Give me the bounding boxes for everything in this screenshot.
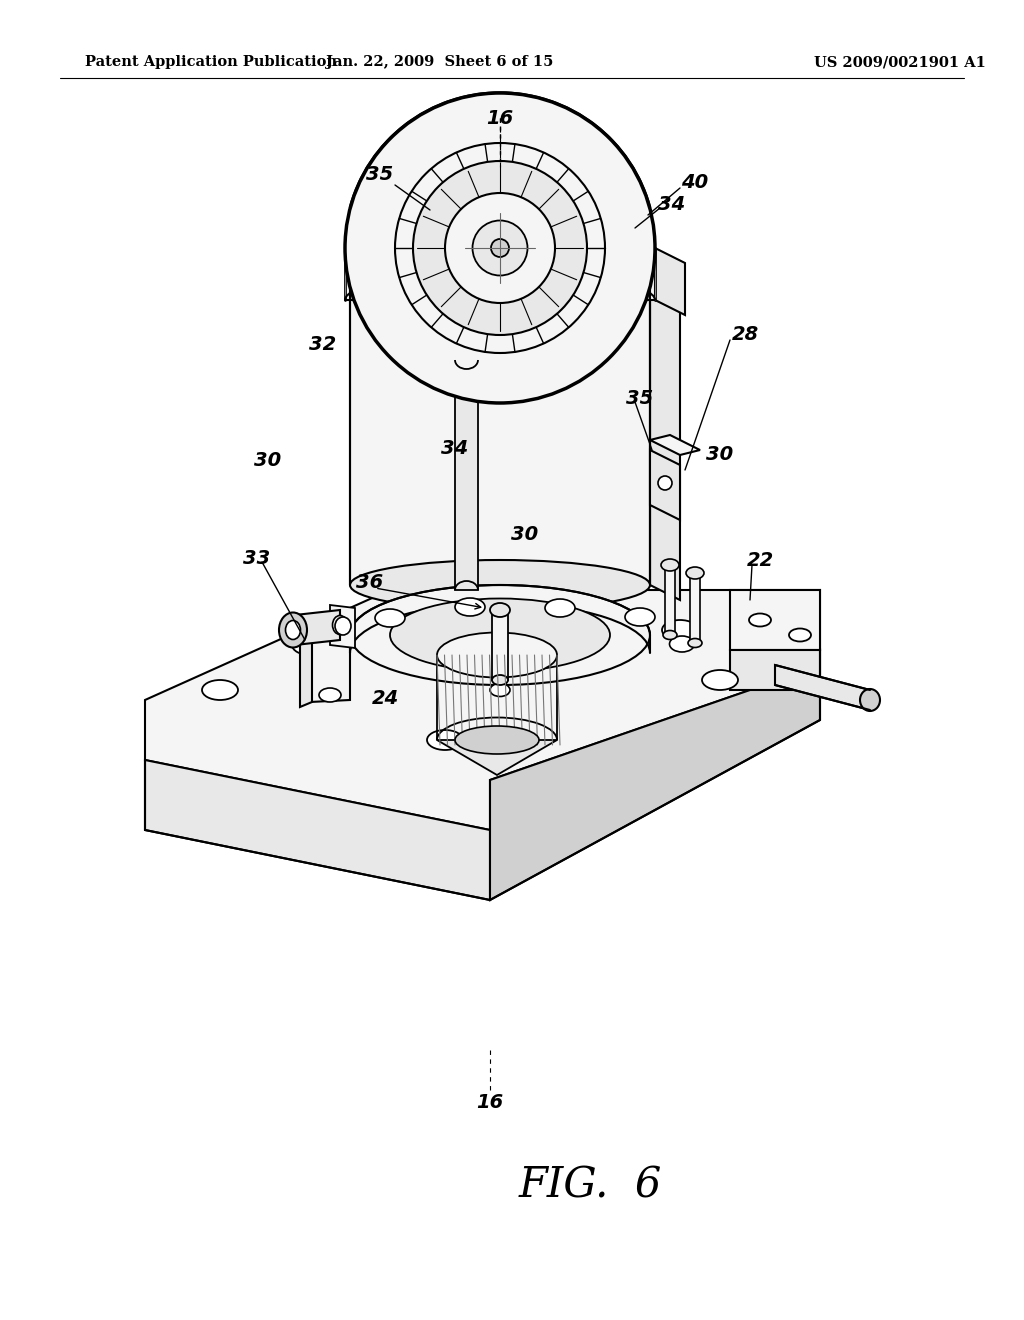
Ellipse shape <box>490 684 510 697</box>
Polygon shape <box>650 436 700 455</box>
Polygon shape <box>437 741 557 775</box>
Text: 28: 28 <box>731 326 759 345</box>
Ellipse shape <box>437 632 557 677</box>
Ellipse shape <box>658 477 672 490</box>
Polygon shape <box>655 248 685 315</box>
Text: 22: 22 <box>746 550 773 569</box>
Ellipse shape <box>375 609 406 627</box>
Ellipse shape <box>333 615 347 635</box>
Ellipse shape <box>455 598 485 616</box>
Polygon shape <box>295 610 340 645</box>
Polygon shape <box>665 565 675 635</box>
Ellipse shape <box>663 631 677 639</box>
Polygon shape <box>455 360 478 590</box>
Ellipse shape <box>545 599 575 616</box>
Ellipse shape <box>860 689 880 711</box>
Ellipse shape <box>749 614 771 627</box>
Ellipse shape <box>445 193 555 304</box>
Polygon shape <box>330 605 355 648</box>
Polygon shape <box>350 260 650 585</box>
Polygon shape <box>650 260 680 601</box>
Text: 40: 40 <box>681 173 709 191</box>
Text: 35: 35 <box>367 165 393 185</box>
Ellipse shape <box>490 239 509 257</box>
Polygon shape <box>775 665 870 710</box>
Ellipse shape <box>492 675 508 685</box>
Text: 32: 32 <box>309 335 337 355</box>
Polygon shape <box>300 620 312 708</box>
Ellipse shape <box>455 726 539 754</box>
Ellipse shape <box>286 620 300 639</box>
Polygon shape <box>145 590 820 830</box>
Polygon shape <box>650 450 680 520</box>
Ellipse shape <box>427 730 463 750</box>
Text: 35: 35 <box>627 388 653 408</box>
Text: 30: 30 <box>254 450 282 470</box>
Polygon shape <box>690 573 700 643</box>
Ellipse shape <box>292 635 328 655</box>
Ellipse shape <box>688 639 702 648</box>
Text: 16: 16 <box>476 1093 504 1111</box>
Ellipse shape <box>625 609 655 626</box>
Ellipse shape <box>662 620 698 640</box>
Polygon shape <box>345 248 655 300</box>
Text: Jan. 22, 2009  Sheet 6 of 15: Jan. 22, 2009 Sheet 6 of 15 <box>327 55 554 69</box>
Polygon shape <box>492 610 508 680</box>
Text: 30: 30 <box>511 525 539 544</box>
Text: 24: 24 <box>372 689 398 708</box>
Text: 36: 36 <box>356 573 384 593</box>
Ellipse shape <box>279 612 307 648</box>
Ellipse shape <box>472 220 527 276</box>
Polygon shape <box>145 760 490 900</box>
Ellipse shape <box>350 585 650 685</box>
Ellipse shape <box>335 616 351 635</box>
Polygon shape <box>730 649 820 690</box>
Ellipse shape <box>202 680 238 700</box>
Ellipse shape <box>350 560 650 610</box>
Text: 34: 34 <box>441 438 469 458</box>
Ellipse shape <box>702 671 738 690</box>
Ellipse shape <box>390 598 610 672</box>
Text: 34: 34 <box>658 195 686 214</box>
Text: FIG.  6: FIG. 6 <box>518 1164 662 1206</box>
Text: 33: 33 <box>244 549 270 568</box>
Text: 30: 30 <box>707 446 733 465</box>
Ellipse shape <box>319 688 341 702</box>
Text: 16: 16 <box>486 108 514 128</box>
Ellipse shape <box>662 558 679 572</box>
Polygon shape <box>310 618 350 702</box>
Ellipse shape <box>790 628 811 642</box>
Ellipse shape <box>413 161 587 335</box>
Polygon shape <box>730 590 820 649</box>
Ellipse shape <box>670 636 694 652</box>
Polygon shape <box>490 649 820 900</box>
Ellipse shape <box>345 92 655 403</box>
Ellipse shape <box>490 603 510 616</box>
Ellipse shape <box>552 635 588 655</box>
Text: US 2009/0021901 A1: US 2009/0021901 A1 <box>814 55 986 69</box>
Ellipse shape <box>686 568 705 579</box>
Text: Patent Application Publication: Patent Application Publication <box>85 55 337 69</box>
